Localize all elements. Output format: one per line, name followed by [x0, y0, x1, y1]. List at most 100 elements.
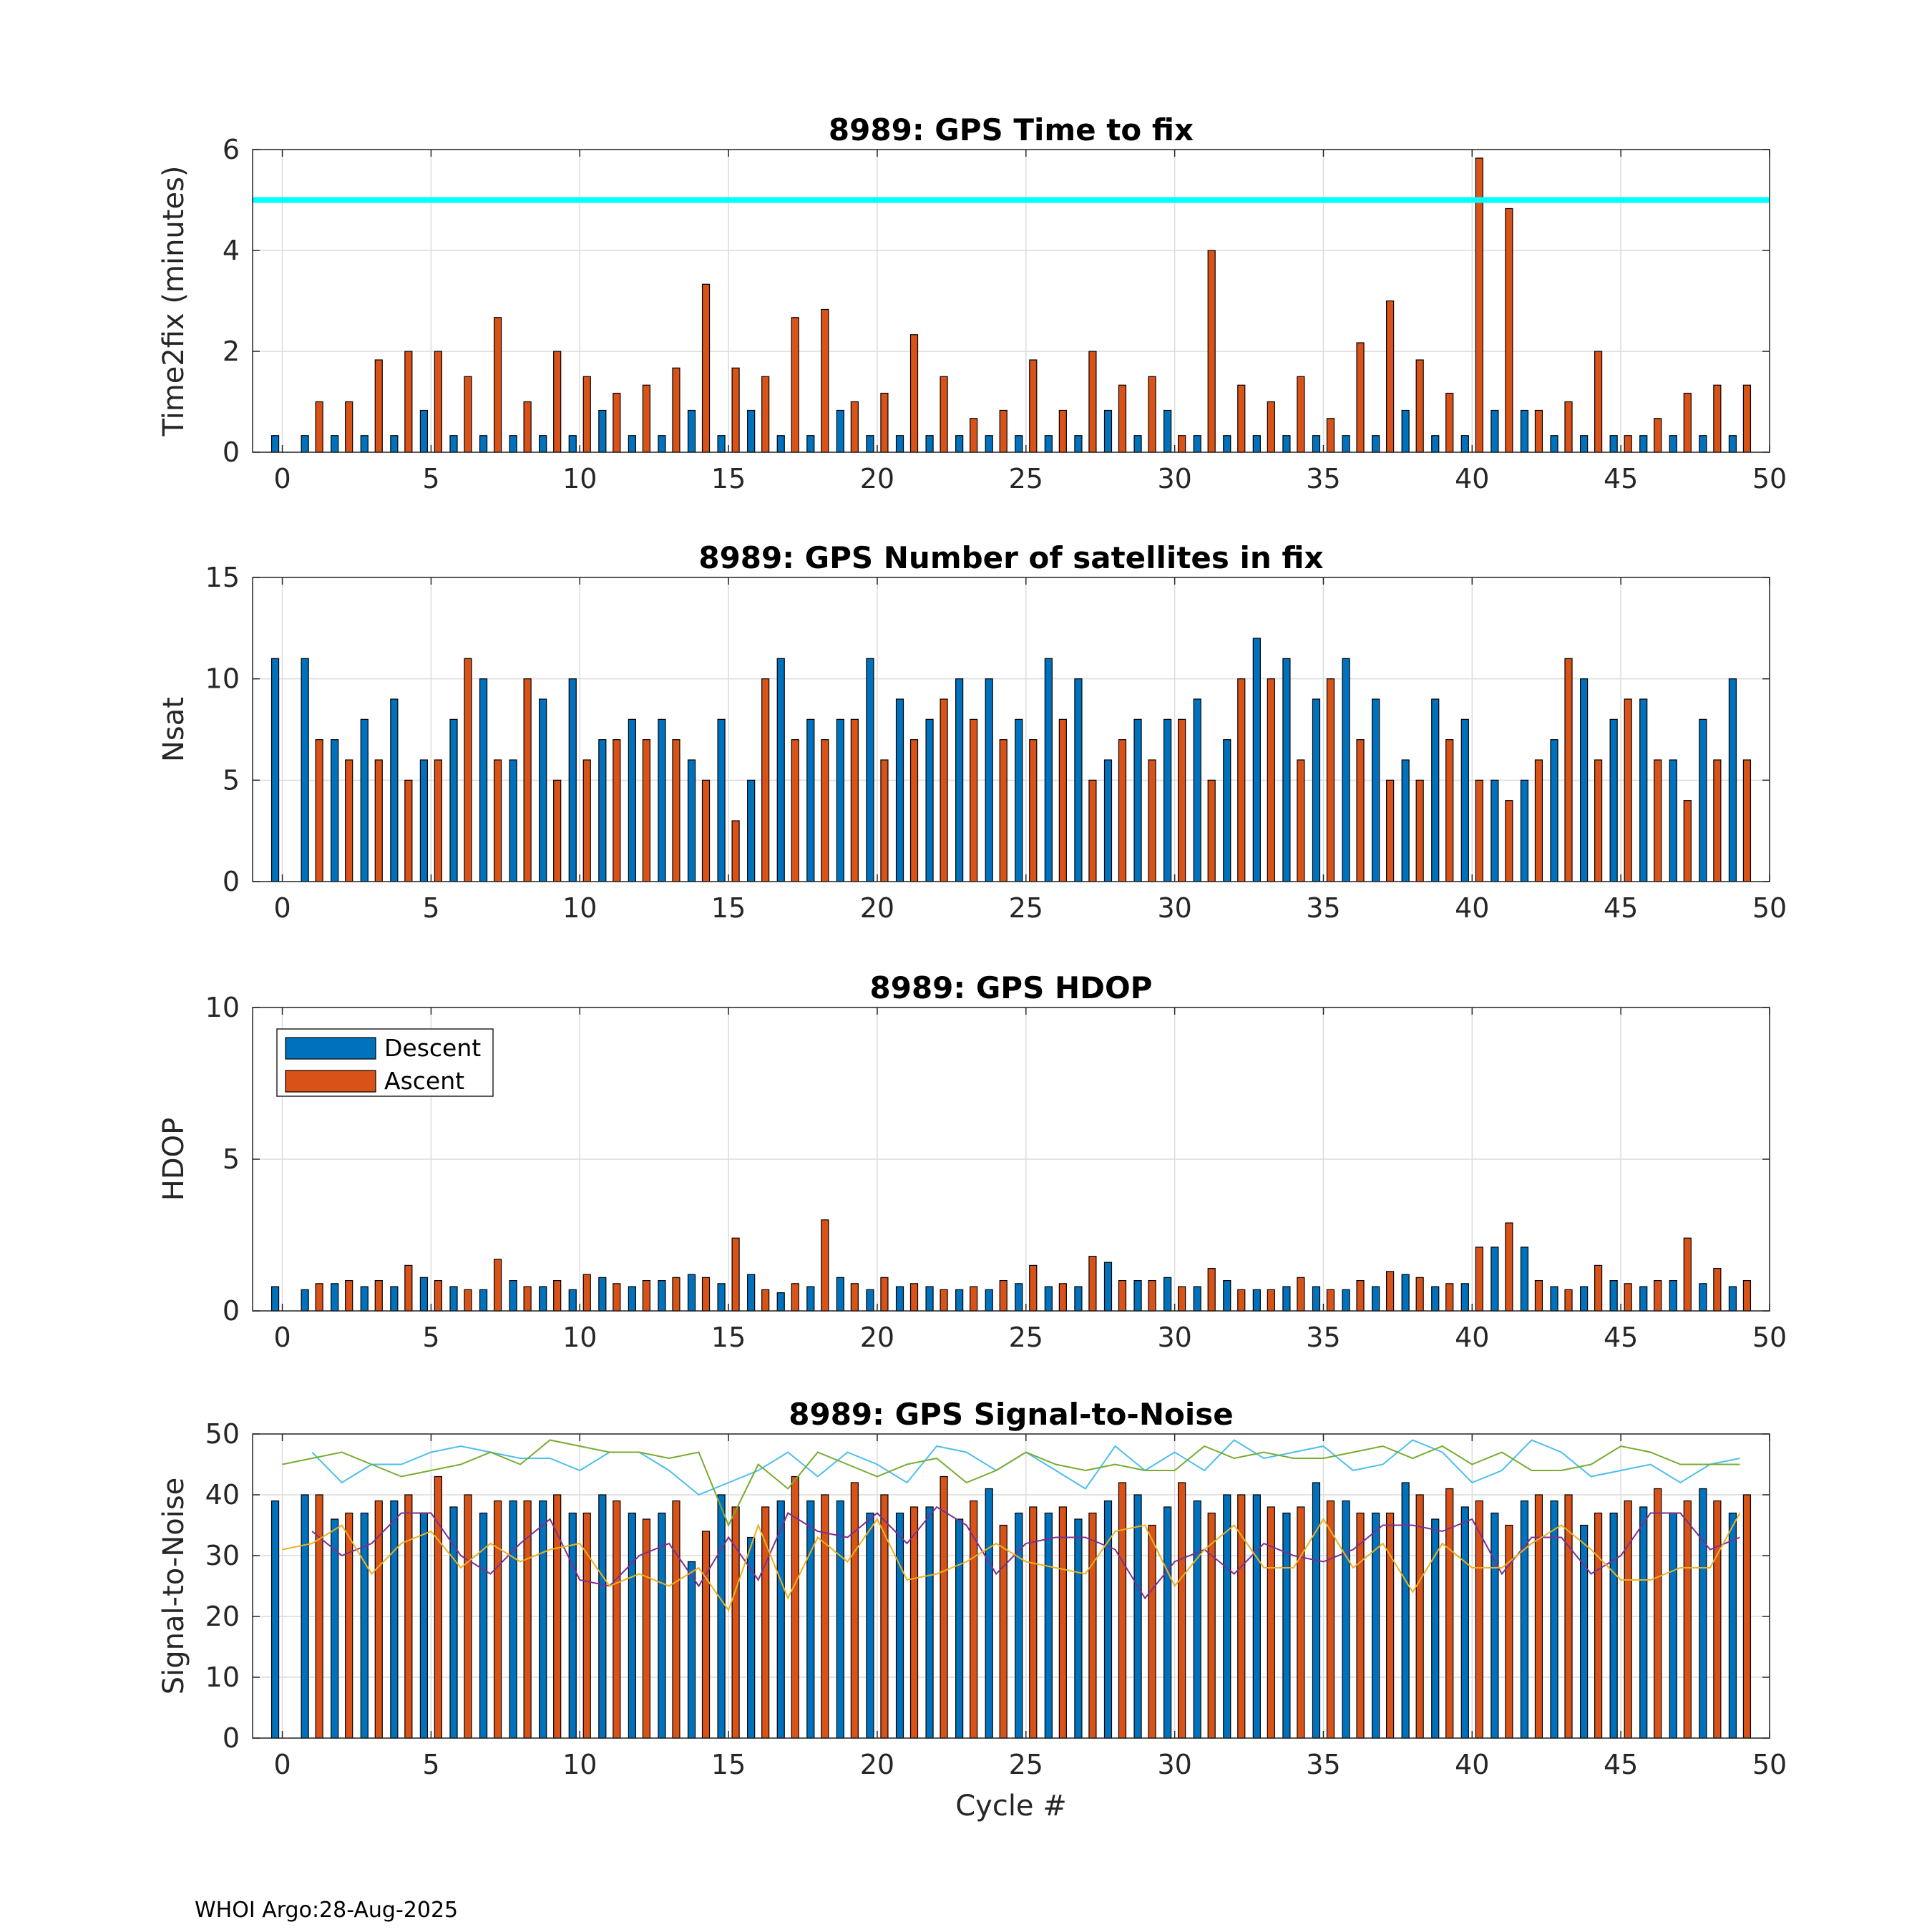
descent-bar: [1074, 1518, 1083, 1739]
descent-bar: [1699, 718, 1707, 882]
descent-bar: [1669, 1512, 1677, 1739]
ascent-bar: [1386, 1271, 1395, 1312]
x-tick-label: 30: [1157, 1749, 1191, 1780]
ascent-bar: [821, 1219, 829, 1312]
ascent-bar: [464, 1494, 472, 1739]
x-tick-label: 40: [1455, 463, 1489, 494]
plot-area: [253, 577, 1770, 882]
ascent-bar: [880, 1494, 889, 1739]
ascent-bar: [1594, 1512, 1603, 1739]
descent-bar: [806, 718, 815, 882]
descent-bar: [1639, 698, 1648, 882]
ascent-bar: [701, 779, 711, 882]
y-tick-label: 4: [223, 235, 240, 266]
x-tick-label: 20: [860, 1322, 894, 1353]
x-tick-label: 50: [1752, 1749, 1787, 1780]
descent-bar: [1342, 658, 1350, 882]
descent-bar: [1223, 435, 1231, 453]
descent-bar: [717, 435, 726, 453]
descent-bar: [390, 1286, 399, 1312]
ascent-bar: [1088, 779, 1097, 882]
ascent-bar: [970, 718, 978, 882]
x-tick-label: 50: [1752, 1322, 1787, 1353]
snr-line-4: [282, 1513, 1741, 1612]
descent-bar: [955, 1289, 964, 1312]
ascent-bar: [1118, 1279, 1127, 1312]
descent-bar: [1431, 698, 1440, 882]
descent-bar: [449, 435, 458, 453]
ascent-bar: [909, 739, 919, 882]
ascent-bar: [404, 1264, 413, 1312]
descent-bar: [331, 739, 339, 882]
ascent-bar: [1713, 759, 1722, 882]
ascent-bar: [553, 1494, 562, 1739]
descent-bar: [1699, 1488, 1707, 1739]
ascent-bar: [1356, 739, 1365, 882]
descent-bar: [628, 718, 636, 882]
ascent-bar: [523, 1286, 532, 1312]
descent-bar: [836, 1277, 844, 1312]
ascent-bar: [1742, 759, 1752, 882]
descent-bar: [1639, 1506, 1648, 1739]
plot-area: [253, 1434, 1770, 1738]
ascent-bar: [1534, 1494, 1543, 1739]
x-tick-label: 30: [1157, 463, 1191, 494]
y-tick-label: 10: [205, 1662, 240, 1693]
descent-bar: [717, 718, 726, 882]
ascent-bar: [761, 678, 770, 882]
ascent-bar: [582, 1274, 591, 1312]
axes-frame: [252, 1433, 1770, 1739]
descent-bar: [390, 435, 399, 453]
descent-bar: [1312, 1482, 1321, 1739]
descent-bar: [925, 1286, 934, 1312]
ascent-bar: [1118, 384, 1127, 453]
ascent-bar: [731, 1506, 740, 1739]
descent-bar: [658, 718, 666, 882]
ascent-bar: [731, 820, 740, 882]
ascent-bar: [345, 759, 353, 882]
descent-bar: [866, 658, 874, 882]
descent-bar: [1252, 435, 1261, 453]
ascent-bar: [909, 1283, 919, 1312]
descent-bar: [866, 1289, 874, 1312]
ascent-bar: [613, 392, 621, 453]
ascent-bar: [345, 1279, 353, 1312]
ascent-bar: [701, 283, 711, 453]
descent-bar: [806, 435, 815, 453]
descent-bar: [1520, 1246, 1529, 1312]
footer-stamp: WHOI Argo:28-Aug-2025: [195, 1898, 459, 1923]
y-tick-label: 10: [205, 663, 240, 695]
descent-bar: [687, 409, 696, 453]
descent-bar: [419, 1277, 429, 1312]
ascent-bar: [1654, 759, 1662, 882]
ascent-bar: [672, 739, 680, 882]
descent-bar: [539, 1500, 547, 1739]
ascent-bar: [1475, 1246, 1483, 1312]
ascent-bar: [999, 739, 1008, 882]
descent-bar: [1609, 435, 1618, 453]
x-tick-label: 35: [1306, 892, 1340, 924]
descent-bar: [1728, 678, 1737, 882]
ascent-bar: [464, 1289, 472, 1312]
descent-bar: [1460, 1506, 1469, 1739]
ascent-bar: [1088, 351, 1097, 453]
x-tick-label: 35: [1306, 463, 1340, 494]
legend: Descent Ascent: [276, 1028, 494, 1097]
descent-bar: [1193, 435, 1201, 453]
y-axis-label: Time2fix (minutes): [157, 165, 190, 436]
ascent-bar: [1326, 1500, 1335, 1739]
descent-bar: [301, 658, 309, 882]
ascent-bar: [1297, 376, 1305, 453]
ascent-bar: [1058, 1283, 1067, 1312]
ascent-bar: [404, 1494, 413, 1739]
descent-bar: [1074, 678, 1083, 882]
y-tick-label: 30: [205, 1540, 240, 1571]
descent-bar: [598, 739, 607, 882]
ascent-bar: [1654, 1279, 1662, 1312]
ascent-bar: [1742, 384, 1752, 453]
descent-bar: [806, 1286, 815, 1312]
descent-bar: [985, 1488, 993, 1739]
x-tick-label: 5: [422, 892, 439, 924]
descent-bar: [925, 718, 934, 882]
x-tick-label: 15: [711, 892, 746, 924]
